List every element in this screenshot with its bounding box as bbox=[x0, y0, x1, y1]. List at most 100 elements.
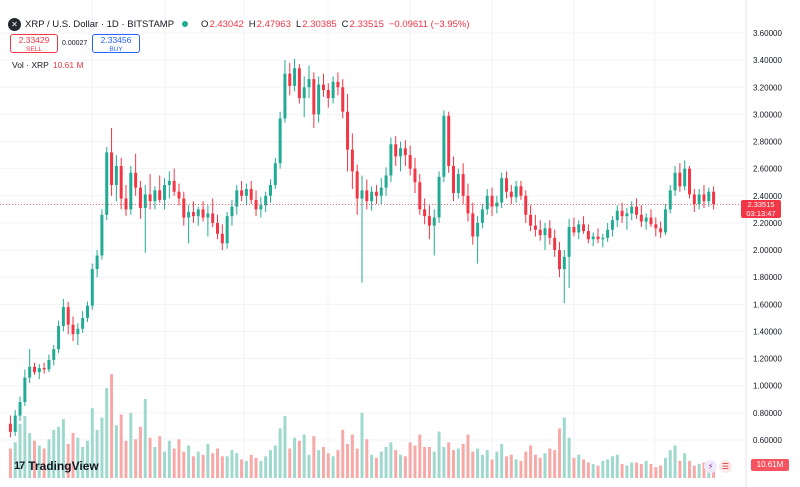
volume-bar bbox=[225, 456, 229, 478]
sell-button[interactable]: 2.33429 SELL bbox=[10, 34, 58, 53]
candle bbox=[495, 195, 499, 214]
candle-body bbox=[61, 307, 65, 327]
candle-body bbox=[13, 415, 17, 432]
volume-bar bbox=[461, 443, 465, 478]
volume-bar bbox=[403, 456, 407, 478]
candle bbox=[61, 298, 65, 332]
candle-body bbox=[408, 155, 412, 169]
us-flag-icon[interactable]: ☰ bbox=[719, 460, 732, 473]
candle-body bbox=[18, 402, 22, 416]
candle-body bbox=[562, 256, 566, 270]
volume-bar bbox=[249, 454, 253, 478]
candle-body bbox=[471, 213, 475, 237]
volume-bar bbox=[365, 439, 369, 478]
symbol-title[interactable]: XRP / U.S. Dollar · 1D · BITSTAMP bbox=[25, 18, 175, 30]
candle bbox=[524, 190, 528, 223]
volume-bar bbox=[697, 464, 701, 478]
candle bbox=[394, 136, 398, 166]
candle-body bbox=[524, 195, 528, 215]
volume-bar bbox=[105, 388, 109, 478]
candle bbox=[76, 323, 80, 346]
volume-bar bbox=[211, 453, 215, 478]
candle bbox=[143, 184, 147, 253]
candle bbox=[71, 316, 75, 341]
candle-body bbox=[8, 423, 12, 432]
volume-bar bbox=[379, 451, 383, 478]
volume-bar bbox=[307, 454, 311, 478]
volume-bar bbox=[644, 460, 648, 478]
buy-label: BUY bbox=[109, 46, 123, 53]
candle bbox=[504, 171, 508, 199]
candle bbox=[312, 72, 316, 128]
volume-bar bbox=[548, 448, 552, 478]
buy-button[interactable]: 2.33456 BUY bbox=[92, 34, 140, 53]
candle bbox=[639, 205, 643, 228]
volume-bar bbox=[216, 448, 220, 478]
candle-body bbox=[620, 210, 624, 217]
volume-bar bbox=[28, 433, 32, 478]
candle bbox=[110, 127, 114, 196]
volume-bar bbox=[442, 447, 446, 478]
ohlc-change: −0.09611 (−3.95%) bbox=[388, 18, 470, 30]
candle bbox=[461, 163, 465, 204]
y-tick-label: 2.60000 bbox=[753, 165, 782, 174]
y-tick-label: 1.20000 bbox=[753, 355, 782, 364]
volume-bar bbox=[688, 460, 692, 478]
candle bbox=[206, 205, 210, 237]
tradingview-wordmark: TradingView bbox=[28, 459, 99, 473]
candle-body bbox=[278, 118, 282, 164]
candle bbox=[153, 186, 157, 210]
volume-bar bbox=[182, 451, 186, 478]
volume-bar bbox=[288, 448, 292, 478]
ohlc-open-key: O bbox=[201, 18, 209, 30]
price-axis[interactable] bbox=[746, 0, 800, 487]
volume-bar bbox=[384, 447, 388, 478]
candle bbox=[427, 205, 431, 240]
volume-bar bbox=[712, 470, 716, 478]
volume-bar bbox=[158, 436, 162, 478]
candle bbox=[191, 201, 195, 223]
candle bbox=[317, 76, 321, 123]
volume-bar bbox=[413, 445, 417, 478]
volume-bar bbox=[533, 454, 537, 478]
candle bbox=[52, 345, 56, 366]
candle-body bbox=[635, 206, 639, 215]
candle-body bbox=[119, 165, 123, 199]
candle bbox=[81, 311, 85, 333]
candle-body bbox=[577, 224, 581, 233]
candle bbox=[211, 198, 215, 228]
volume-bar bbox=[659, 465, 663, 478]
volume-bar bbox=[370, 454, 374, 478]
y-tick-label: 1.40000 bbox=[753, 327, 782, 336]
lightning-event-icon[interactable]: ⚡ bbox=[704, 460, 717, 473]
candle-body bbox=[630, 206, 634, 214]
last-price-value: 2.33515 bbox=[747, 200, 775, 209]
volume-bar bbox=[143, 398, 147, 478]
candle-body bbox=[220, 233, 224, 244]
volume-bar bbox=[172, 448, 176, 478]
candle bbox=[596, 228, 600, 244]
candle-body bbox=[452, 165, 456, 194]
volume-bar bbox=[37, 445, 41, 478]
y-tick-label: 3.40000 bbox=[753, 56, 782, 65]
candle bbox=[196, 206, 200, 226]
volume-bar bbox=[596, 465, 600, 478]
y-tick-label: 2.00000 bbox=[753, 246, 782, 255]
volume-bar bbox=[678, 460, 682, 478]
volume-bar bbox=[42, 448, 46, 478]
volume-legend[interactable]: Vol · XRP 10.61 M bbox=[12, 60, 84, 70]
candle bbox=[37, 364, 41, 379]
volume-bar bbox=[692, 465, 696, 478]
volume-bar bbox=[100, 417, 104, 478]
price-candles bbox=[8, 58, 716, 438]
volume-bar bbox=[538, 457, 542, 478]
volume-bar bbox=[302, 434, 306, 478]
candle-body bbox=[625, 213, 629, 217]
candle-body bbox=[615, 210, 619, 221]
candle bbox=[119, 157, 123, 210]
tradingview-logo[interactable]: 17 TradingView bbox=[14, 459, 99, 473]
volume-bar bbox=[341, 429, 345, 478]
candle-body bbox=[504, 178, 508, 192]
candle bbox=[326, 83, 330, 108]
